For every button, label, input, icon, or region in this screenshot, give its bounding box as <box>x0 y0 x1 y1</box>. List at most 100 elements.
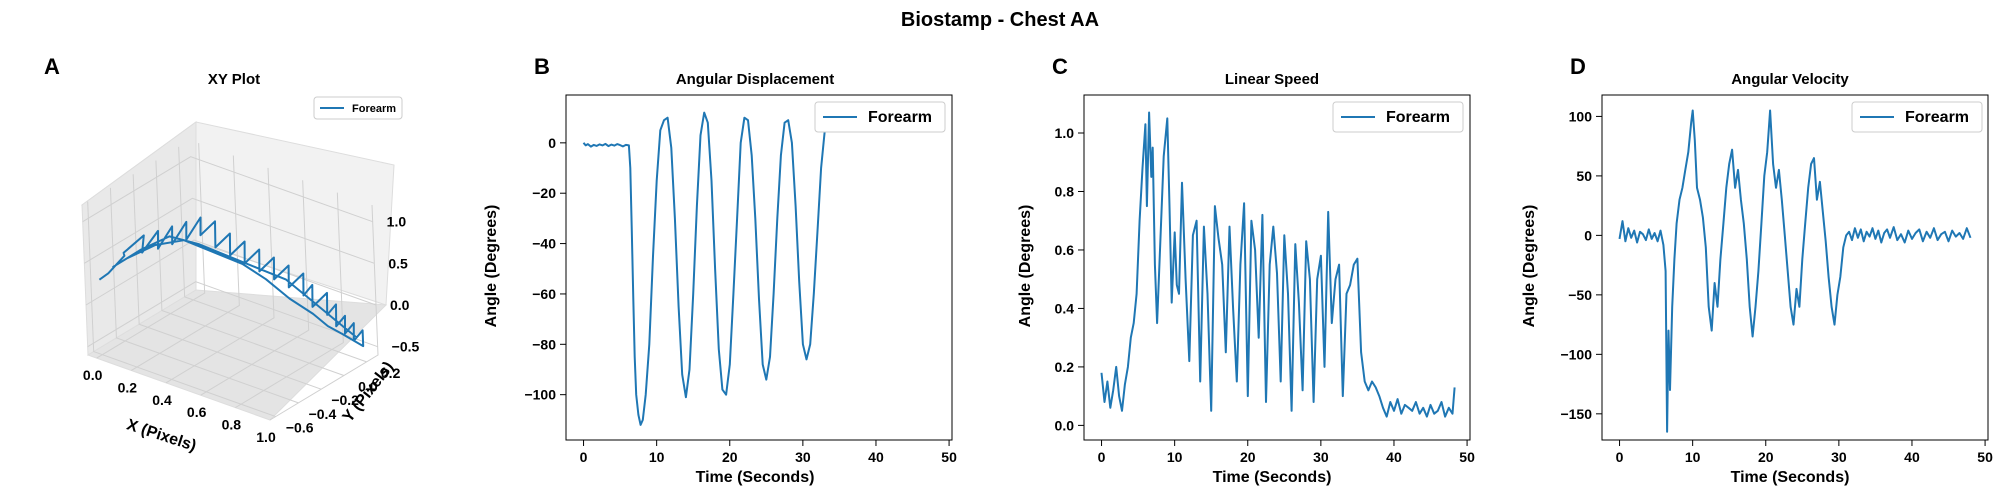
y-tick-label: 0.8 <box>1055 183 1075 199</box>
x-tick-label: 20 <box>722 449 738 465</box>
axes-frame <box>565 94 953 441</box>
x-tick-label: 30 <box>795 449 811 465</box>
grid-line <box>84 197 375 264</box>
y-tick-label: −40 <box>532 236 556 252</box>
x-tick-label: 40 <box>868 449 884 465</box>
panel-a: A XY Plot 0.00.20.40.60.81.00.20.0−0.2−0… <box>44 54 420 455</box>
y-tick-label: −0.4 <box>309 406 337 422</box>
grid-line <box>82 156 373 223</box>
y-tick-label: −60 <box>532 286 556 302</box>
plot-title: Angular Displacement <box>676 71 834 88</box>
x-tick-label: 10 <box>1685 449 1701 465</box>
x-tick-label: 20 <box>1758 449 1774 465</box>
y-tick-label: −150 <box>1560 406 1592 422</box>
x-tick-label: 0.8 <box>222 417 242 433</box>
legend-label: Forearm <box>868 109 932 126</box>
panel-b: B Angular Displacement 0 10 20 30 40 50 0 −20 −4… <box>483 54 957 486</box>
x-tick-label: 50 <box>1977 449 1993 465</box>
y-tick-label: 0.6 <box>1055 242 1075 258</box>
x-axis-label: Time (Seconds) <box>1213 469 1332 486</box>
grid-line <box>96 143 206 359</box>
x-tick-label: 10 <box>649 449 665 465</box>
grid-line <box>131 155 240 371</box>
x-tick-label: 1.0 <box>256 429 276 445</box>
y-tick-label: 0 <box>1584 227 1592 243</box>
y-tick-label: 0.4 <box>1055 300 1075 316</box>
x-tick-label: 20 <box>1240 449 1256 465</box>
legend-label: Forearm <box>352 103 396 115</box>
y-tick-label: −50 <box>1568 287 1592 303</box>
figure-title: Biostamp - Chest AA <box>901 9 1099 31</box>
plot-area: 0 10 20 30 40 50 100 50 0 −50 −100 −150 <box>1560 94 1993 465</box>
axis-ticks: 0.00.20.40.60.81.00.20.0−0.2−0.4−0.61.00… <box>83 214 420 445</box>
panel-c: C Linear Speed 0 10 20 30 40 50 0.0 0.2 0.4 0.6 0.… <box>1017 54 1475 486</box>
y-tick-label: −20 <box>532 185 556 201</box>
plot-title: XY Plot <box>208 71 260 88</box>
legend-box <box>814 101 946 133</box>
series-line-forearm <box>98 216 365 348</box>
legend-box <box>1332 101 1464 133</box>
legend-label: Forearm <box>1905 109 1969 126</box>
x-tick-label: 50 <box>1459 449 1475 465</box>
z-tick-label: 0.5 <box>388 255 408 271</box>
x-axis-label: Time (Seconds) <box>696 469 815 486</box>
grid-line <box>85 239 377 306</box>
panel-letter: C <box>1052 54 1068 79</box>
series-line-forearm <box>582 111 843 426</box>
pane-floor <box>86 289 388 421</box>
legend-box <box>313 96 403 120</box>
y-axis-label: Angle (Degrees) <box>1521 205 1538 328</box>
grid-line <box>165 167 275 384</box>
panel-letter: A <box>44 54 60 79</box>
grid-line <box>178 146 367 363</box>
y-tick-label: −0.2 <box>331 392 359 408</box>
axes-frame <box>1083 94 1471 441</box>
y-axis-label: Angle (Degrees) <box>1017 205 1034 328</box>
x-tick-label: 0 <box>580 449 588 465</box>
grid-lines <box>82 143 379 421</box>
x-tick-label: 0.4 <box>152 392 172 408</box>
y-tick-label: 0.2 <box>381 365 401 381</box>
x-tick-label: 0.0 <box>83 367 103 383</box>
y-axis-label: Angle (Degrees) <box>483 205 500 328</box>
grid-line <box>235 192 344 409</box>
y-tick-label: 50 <box>1576 168 1592 184</box>
grid-line <box>200 180 310 396</box>
y-tick-label: −100 <box>524 387 556 403</box>
z-tick-label: 0.0 <box>390 297 410 313</box>
x-tick-label: 0.2 <box>118 379 138 395</box>
x-tick-label: 40 <box>1904 449 1920 465</box>
series-line-forearm <box>1618 109 1972 433</box>
y-tick-label: 1.0 <box>1055 125 1075 141</box>
x-tick-label: 30 <box>1313 449 1329 465</box>
grid-line <box>87 281 378 348</box>
y-tick-label: 100 <box>1569 108 1593 124</box>
y-tick-label: 0.2 <box>1055 359 1075 375</box>
y-tick-label: −0.6 <box>286 420 314 436</box>
grid-line <box>132 174 322 390</box>
y-tick-label: 0.0 <box>1055 417 1075 433</box>
panel-letter: D <box>1570 54 1586 79</box>
z-tick-label: 1.0 <box>387 214 407 230</box>
y-tick-label: 0 <box>548 135 556 151</box>
series-line-forearm <box>98 216 365 348</box>
x-tick-label: 0 <box>1098 449 1106 465</box>
x-axis-label: X (Pixels) <box>125 417 199 455</box>
plot-area: 0 10 20 30 40 50 0.0 0.2 0.4 0.6 0.8 1.0 <box>1055 94 1475 465</box>
y-tick-label: 0.0 <box>358 379 378 395</box>
x-tick-label: 40 <box>1386 449 1402 465</box>
axes-frame <box>1601 94 1989 441</box>
series-line-forearm <box>1100 111 1456 418</box>
x-tick-label: 50 <box>941 449 957 465</box>
x-tick-label: 30 <box>1831 449 1847 465</box>
grid-line <box>269 204 379 421</box>
panel-d: D Angular Velocity 0 10 20 30 40 50 100 50 0 −50 −… <box>1521 54 1993 486</box>
y-tick-label: −80 <box>532 336 556 352</box>
legend-label: Forearm <box>1386 109 1450 126</box>
x-tick-label: 0.6 <box>187 404 207 420</box>
x-tick-label: 10 <box>1167 449 1183 465</box>
grid-line <box>155 160 345 376</box>
x-axis-label: Time (Seconds) <box>1731 469 1850 486</box>
z-tick-label: −0.5 <box>392 339 420 355</box>
